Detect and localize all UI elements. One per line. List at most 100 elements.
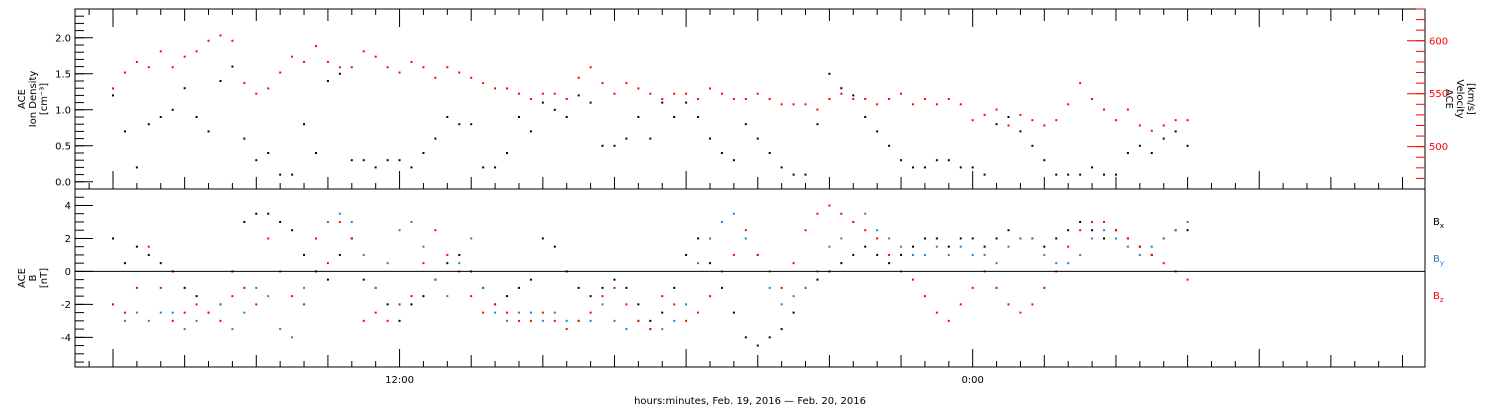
by-point bbox=[243, 311, 246, 314]
velocity-point bbox=[386, 66, 389, 69]
bz-point bbox=[565, 328, 568, 331]
ion-density-point bbox=[983, 173, 986, 176]
time-tick-label: 0:00 bbox=[961, 375, 983, 386]
by-point bbox=[494, 311, 497, 314]
ion-density-point bbox=[947, 159, 950, 162]
bx-point bbox=[1043, 245, 1046, 248]
bz-point bbox=[1138, 245, 1141, 248]
velocity-point bbox=[303, 60, 306, 63]
velocity-point bbox=[673, 92, 676, 95]
by-point bbox=[183, 328, 186, 331]
ion-density-point bbox=[112, 94, 114, 97]
ion-density-point bbox=[338, 72, 341, 75]
ion-density-point bbox=[1043, 159, 1046, 162]
ion-density-tick-label: 1.5 bbox=[55, 69, 71, 80]
velocity-point bbox=[649, 92, 652, 95]
bx-point bbox=[589, 295, 592, 298]
velocity-point bbox=[362, 50, 365, 53]
by-point bbox=[529, 311, 532, 314]
bz-point bbox=[828, 204, 831, 207]
ion-density-point bbox=[362, 159, 365, 162]
bz-point bbox=[613, 286, 616, 289]
bz-point bbox=[804, 229, 807, 232]
bx-point bbox=[422, 295, 425, 298]
magnetic-field-tick-label: 0 bbox=[65, 267, 71, 278]
bx-point bbox=[697, 237, 700, 240]
ion-density-point bbox=[911, 166, 914, 169]
ion-density-point bbox=[458, 123, 461, 126]
velocity-point bbox=[661, 98, 664, 100]
bz-point bbox=[816, 212, 819, 215]
bz-point bbox=[792, 262, 795, 265]
bx-point bbox=[649, 319, 652, 322]
bz-point bbox=[338, 220, 341, 223]
bz-point bbox=[697, 311, 700, 314]
ion-density-point bbox=[744, 123, 747, 126]
bz-point bbox=[494, 303, 497, 306]
bx-point bbox=[709, 262, 711, 265]
by-point bbox=[291, 336, 294, 339]
bz-point bbox=[207, 311, 210, 314]
bx-point bbox=[577, 286, 580, 289]
bx-point bbox=[195, 295, 198, 298]
by-point bbox=[995, 262, 998, 265]
velocity-point bbox=[470, 76, 473, 79]
ion-density-point bbox=[1150, 152, 1153, 154]
bz-point bbox=[685, 319, 688, 322]
velocity-point bbox=[888, 98, 891, 100]
bz-point bbox=[267, 237, 270, 240]
bz-point bbox=[243, 286, 246, 289]
ion-density-axis: 0.0 0.5 1.0 1.5 2.0 bbox=[55, 8, 93, 190]
bx-point bbox=[112, 237, 114, 240]
ion-density-point bbox=[410, 166, 413, 169]
bz-point bbox=[506, 311, 509, 314]
bx-point bbox=[923, 237, 926, 240]
velocity-point bbox=[374, 55, 377, 58]
bx-point bbox=[673, 286, 676, 289]
by-point bbox=[123, 319, 126, 322]
by-point bbox=[911, 253, 914, 256]
bx-point bbox=[971, 237, 974, 240]
magnetic-field-tick-label: -4 bbox=[61, 333, 71, 344]
bx-point bbox=[720, 286, 723, 289]
ion-density-point bbox=[768, 152, 771, 154]
ion-density-label-unit: [cm⁻³] bbox=[39, 83, 50, 115]
bz-point bbox=[637, 319, 640, 322]
by-point bbox=[983, 253, 986, 256]
ion-density-tick-label: 0.5 bbox=[55, 141, 71, 152]
ion-density-point bbox=[601, 144, 604, 147]
ion-density-tick-label: 2.0 bbox=[55, 33, 71, 44]
bx-point bbox=[291, 229, 294, 232]
velocity-point bbox=[1091, 98, 1094, 100]
by-point bbox=[350, 220, 353, 223]
bx-point bbox=[685, 253, 688, 256]
ion-density-point bbox=[840, 87, 843, 90]
bz-point bbox=[517, 319, 520, 322]
bz-point bbox=[374, 311, 377, 314]
velocity-point bbox=[1067, 103, 1070, 106]
magnetic-field-tick-label: -2 bbox=[61, 300, 71, 311]
bz-point bbox=[326, 262, 329, 265]
by-point bbox=[1174, 229, 1177, 232]
velocity-point bbox=[756, 92, 759, 95]
by-point bbox=[828, 245, 831, 248]
by-point bbox=[434, 278, 437, 281]
bz-point bbox=[147, 245, 150, 248]
bx-point bbox=[338, 253, 341, 256]
velocity-point bbox=[1162, 124, 1165, 127]
velocity-point bbox=[326, 60, 329, 63]
bz-point bbox=[577, 319, 580, 322]
ion-density-point bbox=[398, 159, 401, 162]
legend-bz: Bz bbox=[1433, 291, 1444, 304]
bx-point bbox=[792, 311, 795, 314]
velocity-point bbox=[171, 66, 174, 69]
by-point bbox=[1067, 262, 1070, 265]
bz-point bbox=[1007, 303, 1010, 306]
velocity-point bbox=[279, 71, 282, 74]
ion-density-point bbox=[852, 94, 855, 97]
bx-point bbox=[1007, 229, 1010, 232]
velocity-point bbox=[1150, 129, 1153, 132]
velocity-point bbox=[446, 66, 449, 69]
bx-point bbox=[900, 253, 903, 256]
by-point bbox=[935, 245, 938, 248]
